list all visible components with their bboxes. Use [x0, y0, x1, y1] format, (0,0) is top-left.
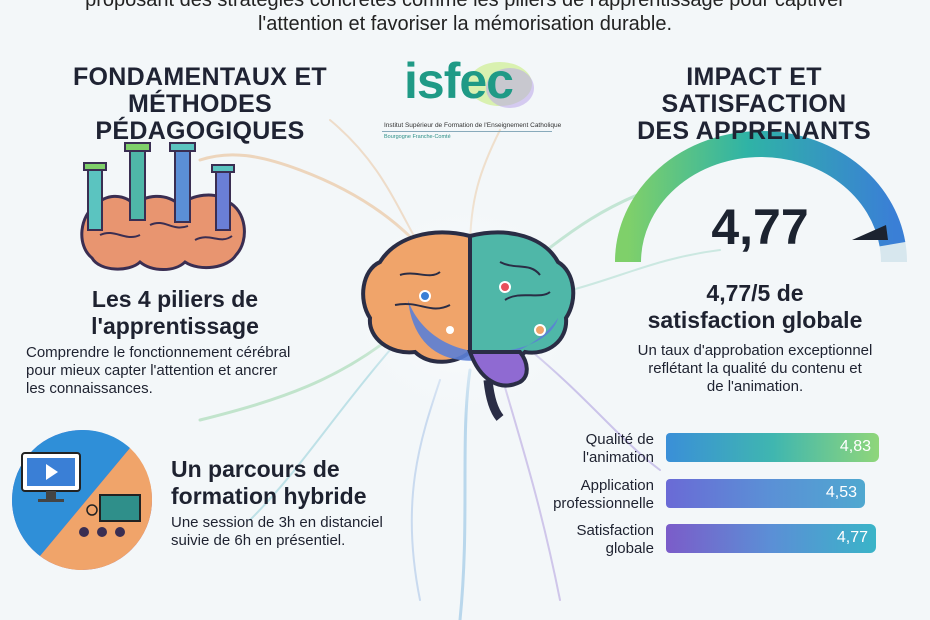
bar-label-animation-line-2: l'animation — [582, 449, 654, 466]
left-header-line-1: FONDAMENTAUX ET — [72, 63, 328, 91]
satisfaction-desc-line-2: reflétant la qualité du contenu et — [648, 360, 862, 377]
hybrid-desc-line-1: Une session de 3h en distanciel — [171, 514, 383, 531]
bar-label-global: Satisfaction globale — [520, 522, 654, 558]
pillars-title-line-2: l'apprentissage — [91, 313, 259, 339]
logo-swirl — [468, 62, 534, 108]
logo-divider — [382, 131, 552, 132]
hybrid-title-line-2: formation hybride — [171, 483, 367, 509]
hybrid-description: Une session de 3h en distanciel suivie d… — [171, 514, 383, 550]
hybrid-desc-line-2: suivie de 6h en présentiel. — [171, 532, 346, 549]
satisfaction-gauge — [615, 131, 907, 263]
bar-label-professional: Application professionnelle — [520, 477, 654, 513]
satisfaction-title-line-1: 4,77/5 de — [706, 280, 804, 306]
right-header-line-1: IMPACT ET SATISFACTION — [661, 63, 847, 118]
left-section-header: FONDAMENTAUX ET MÉTHODES PÉDAGOGIQUES — [40, 64, 360, 145]
satisfaction-description: Un taux d'approbation exceptionnel reflé… — [620, 342, 890, 396]
satisfaction-desc-line-3: de l'animation. — [706, 378, 804, 395]
right-section-header: IMPACT ET SATISFACTION DES APPRENANTS — [595, 64, 913, 145]
satisfaction-title: 4,77/5 de satisfaction globale — [620, 280, 890, 334]
brain-icon — [361, 230, 576, 421]
pillars-desc-line-3: les connaissances. — [26, 380, 153, 397]
pillars-desc-line-1: Comprendre le fonctionnement cérébral — [26, 344, 291, 361]
satisfaction-desc-line-1: Un taux d'approbation exceptionnel — [637, 342, 873, 359]
bar-animation: 4,83 — [666, 433, 879, 462]
left-header-line-2: MÉTHODES PÉDAGOGIQUES — [95, 90, 305, 145]
bar-label-animation-line-1: Qualité de — [585, 431, 654, 448]
bar-value-professional: 4,53 — [825, 484, 857, 501]
bar-global: 4,77 — [666, 524, 876, 553]
bar-label-professional-line-2: professionnelle — [553, 495, 654, 512]
logo-name: isfec — [404, 53, 514, 109]
bar-label-animation: Qualité de l'animation — [520, 431, 654, 467]
bar-professional: 4,53 — [666, 479, 865, 508]
pillars-brain-icon — [80, 142, 246, 271]
right-header-line-2: DES APPRENANTS — [637, 117, 871, 145]
pillars-title: Les 4 piliers de l'apprentissage — [30, 286, 320, 340]
hybrid-training-icon — [12, 429, 153, 571]
satisfaction-title-line-2: satisfaction globale — [647, 307, 863, 333]
pillars-desc-line-2: pour mieux capter l'attention et ancrer — [26, 362, 278, 379]
hybrid-title: Un parcours de formation hybride — [171, 456, 367, 510]
bar-value-global: 4,77 — [836, 529, 868, 546]
intro-line-2: l'attention et favoriser la mémorisation… — [257, 13, 673, 35]
intro-line-1: proposant des stratégies concrètes comme… — [85, 0, 845, 11]
pillars-description: Comprendre le fonctionnement cérébral po… — [26, 344, 326, 398]
gauge-value: 4,77 — [711, 199, 809, 255]
bar-value-animation: 4,83 — [839, 438, 871, 455]
bar-label-global-line-2: globale — [605, 540, 654, 557]
bar-label-global-line-1: Satisfaction — [576, 522, 654, 539]
logo-subtitle: Institut Supérieur de Formation de l'Ens… — [384, 122, 562, 129]
hybrid-title-line-1: Un parcours de — [171, 456, 340, 482]
logo-region: Bourgogne Franche-Comté — [384, 134, 451, 140]
isfec-logo: isfec Institut Supérieur de Formation de… — [378, 52, 561, 148]
bar-label-professional-line-1: Application — [580, 477, 654, 494]
pillars-title-line-1: Les 4 piliers de — [91, 286, 259, 312]
